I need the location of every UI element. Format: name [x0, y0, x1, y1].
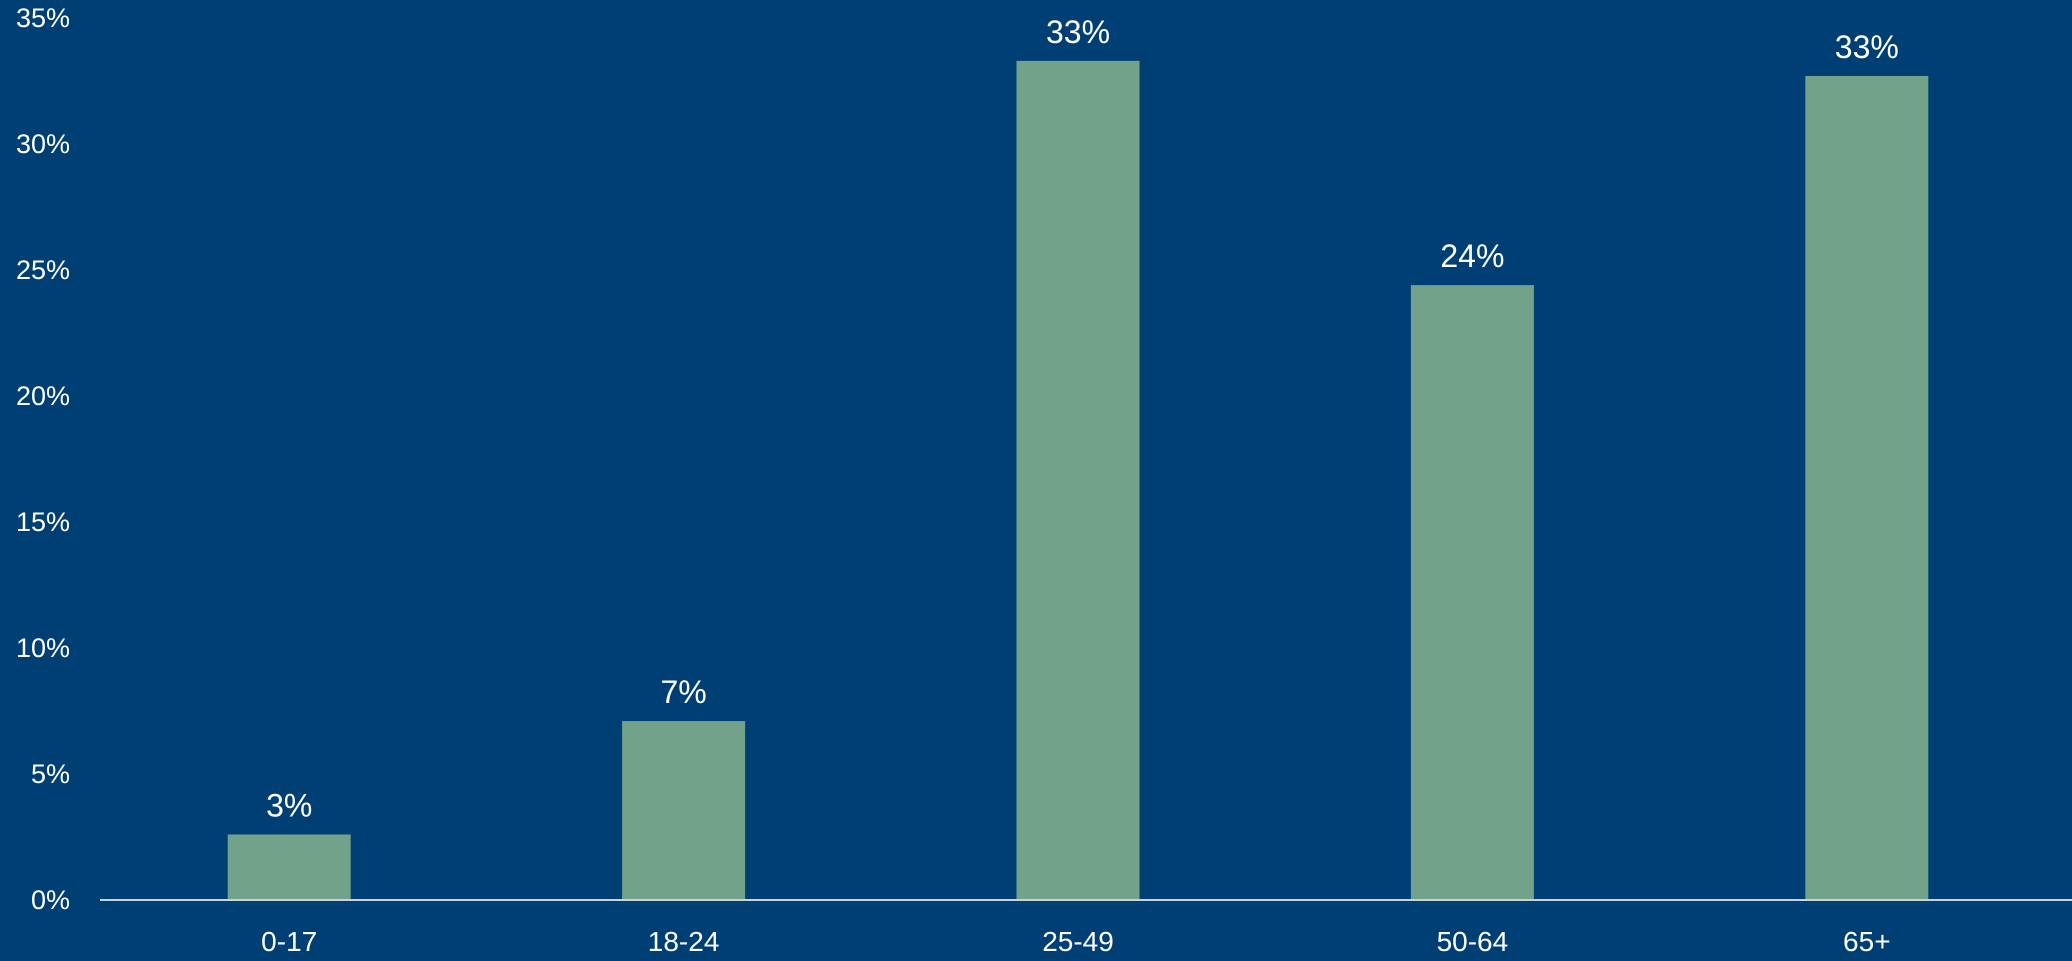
data-labels: 3% 7% 33% 24% 33% [266, 14, 1899, 824]
y-tick-label: 25% [16, 255, 70, 285]
x-tick-label: 18-24 [648, 926, 720, 957]
data-label: 33% [1046, 14, 1110, 50]
y-tick-label: 5% [31, 759, 70, 789]
y-tick-label: 15% [16, 507, 70, 537]
x-tick-label: 65+ [1843, 926, 1891, 957]
bar-0-17 [227, 834, 351, 900]
x-tick-label: 0-17 [261, 926, 317, 957]
y-tick-label: 30% [16, 129, 70, 159]
bars [227, 60, 1929, 900]
bar-18-24 [622, 721, 746, 900]
y-tick-label: 10% [16, 633, 70, 663]
data-label: 7% [660, 674, 706, 710]
bar-50-64 [1410, 285, 1534, 900]
bar-25-49 [1016, 60, 1140, 900]
y-tick-label: 0% [31, 885, 70, 915]
y-tick-label: 20% [16, 381, 70, 411]
y-axis-tick-labels: 0% 5% 10% 15% 20% 25% 30% 35% [16, 3, 70, 915]
data-label: 24% [1440, 238, 1504, 274]
data-label: 33% [1835, 29, 1899, 65]
bar-65+ [1805, 75, 1929, 900]
x-axis-tick-labels: 0-17 18-24 25-49 50-64 65+ [261, 926, 1890, 957]
x-tick-label: 50-64 [1437, 926, 1509, 957]
y-tick-label: 35% [16, 3, 70, 33]
data-label: 3% [266, 787, 312, 823]
x-tick-label: 25-49 [1042, 926, 1114, 957]
